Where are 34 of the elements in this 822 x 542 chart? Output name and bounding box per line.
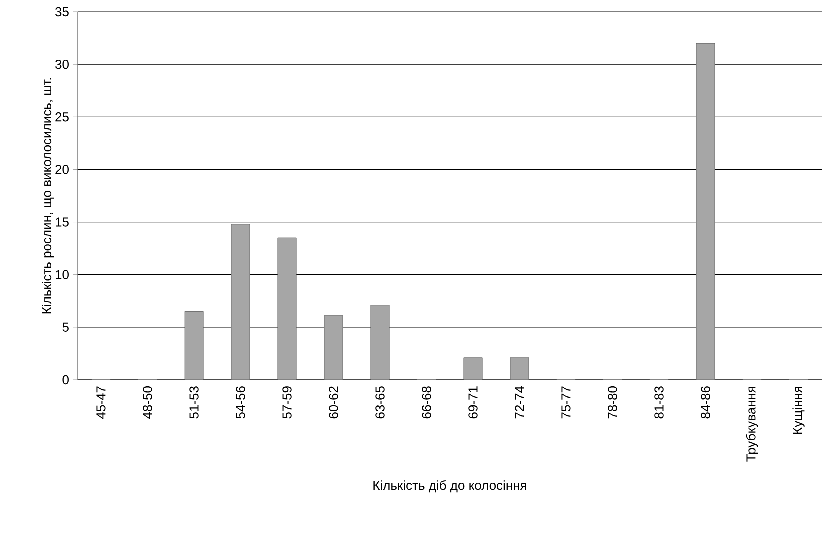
x-tick-label: 45-47 (96, 386, 106, 419)
y-tick-label: 25 (56, 112, 69, 122)
y-tick-label: 30 (56, 60, 69, 70)
x-tick-label: 57-59 (282, 386, 292, 419)
x-tick-label: 51-53 (190, 386, 199, 419)
x-tick-label: 54-56 (236, 386, 246, 419)
x-axis-title: Кількість діб до колосіння (374, 480, 526, 493)
x-tick-label: 66-68 (422, 386, 432, 419)
x-tick-label: 75-77 (562, 386, 571, 419)
bar (510, 358, 530, 380)
y-axis-title: Кількість рослин, що виколосились, шт. (42, 78, 54, 314)
x-tick-label: 78-80 (608, 386, 618, 419)
y-tick-label: 35 (56, 7, 69, 17)
y-tick-label: 15 (56, 218, 69, 227)
bar (324, 316, 344, 380)
x-tick-label: 69-71 (468, 386, 478, 419)
x-tick-label: Кущіння (792, 386, 805, 434)
x-tick-label: 84-86 (701, 386, 710, 419)
y-tick-label: 20 (56, 165, 69, 174)
y-tick-label: 10 (56, 270, 69, 280)
bar (696, 43, 716, 380)
bar (278, 238, 297, 380)
x-tick-label: 63-65 (376, 386, 385, 419)
bar (370, 305, 390, 380)
bar (184, 311, 204, 380)
y-tick-label: 0 (62, 375, 69, 385)
x-tick-label: Трубкування (746, 386, 758, 462)
x-tick-label: 81-83 (654, 386, 664, 419)
x-tick-label: 72-74 (515, 386, 524, 419)
bar (231, 224, 250, 380)
bar (464, 358, 483, 380)
y-tick-label: 5 (62, 322, 69, 332)
x-tick-label: 48-50 (143, 386, 152, 419)
x-tick-label: 60-62 (329, 386, 338, 419)
